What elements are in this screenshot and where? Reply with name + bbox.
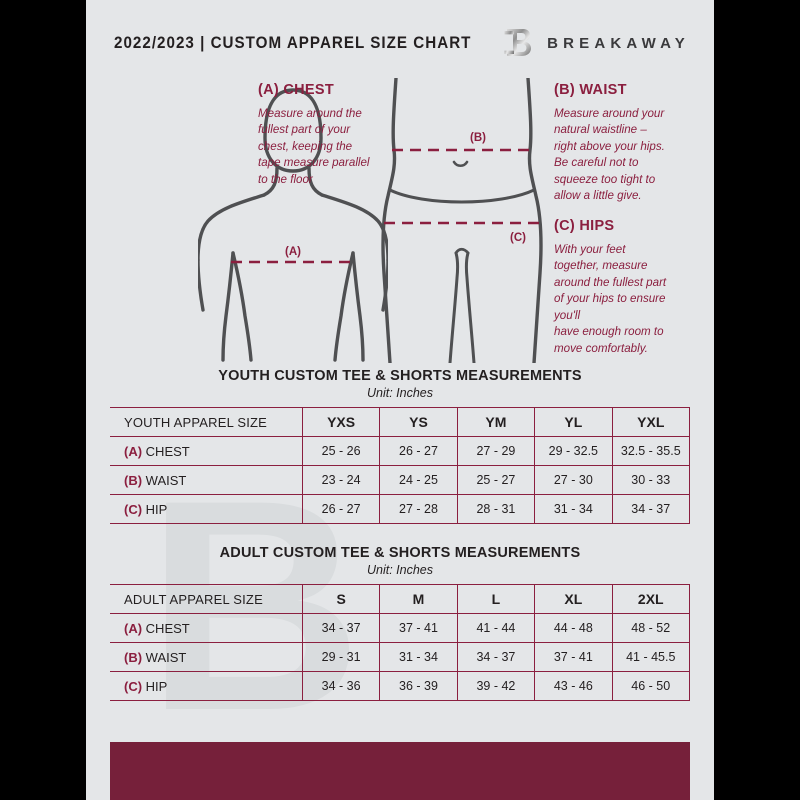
adult-row-name-0: CHEST <box>145 620 190 636</box>
adult-row-tag-2: (C) <box>124 678 143 694</box>
youth-apparel-size-header: YOUTH APPAREL SIZE <box>110 407 303 437</box>
note-waist-body: Measure around your natural waistline – … <box>554 107 665 203</box>
note-chest-body: Measure around the fullest part of your … <box>258 107 370 186</box>
note-chest-heading: (A) CHEST <box>258 82 334 98</box>
adult-size-table: ADULT APPAREL SIZE S M L XL 2XL (A) CHES… <box>110 584 691 701</box>
table-row: (B) WAIST 29 - 31 31 - 34 34 - 37 37 - 4… <box>110 642 691 672</box>
adult-row-tag-1: (B) <box>124 649 143 665</box>
youth-size-table: YOUTH APPAREL SIZE YXS YS YM YL YXL (A) … <box>110 407 691 524</box>
youth-cell-2-3: 31 - 34 <box>534 494 613 524</box>
youth-cell-0-4: 32.5 - 35.5 <box>611 436 691 466</box>
chest-marker-label: (A) <box>285 246 301 258</box>
adult-cell-0-3: 44 - 48 <box>534 613 613 643</box>
adult-cell-1-4: 41 - 45.5 <box>611 642 691 672</box>
breakaway-b-logo-icon <box>504 29 532 56</box>
adult-row-name-1: WAIST <box>145 649 187 665</box>
youth-cell-2-1: 27 - 28 <box>379 494 458 524</box>
footer-bar <box>110 742 690 800</box>
hips-marker-label: (C) <box>510 232 526 244</box>
adult-row-name-2: HIP <box>145 678 168 694</box>
adult-size-col-0: S <box>301 584 380 614</box>
table-row: (C) HIP 34 - 36 36 - 39 39 - 42 43 - 46 … <box>110 671 691 701</box>
upper-body-figure: (A) <box>198 88 388 362</box>
youth-size-section: YOUTH CUSTOM TEE & SHORTS MEASUREMENTS U… <box>110 368 691 524</box>
table-row: (C) HIP 26 - 27 27 - 28 28 - 31 31 - 34 … <box>110 494 691 524</box>
adult-row-label-1: (B) WAIST <box>110 642 303 672</box>
adult-cell-2-4: 46 - 50 <box>611 671 691 701</box>
adult-size-col-4: 2XL <box>611 584 691 614</box>
adult-size-col-3: XL <box>534 584 613 614</box>
adult-cell-0-4: 48 - 52 <box>611 613 691 643</box>
youth-cell-1-0: 23 - 24 <box>301 465 380 495</box>
youth-cell-0-1: 26 - 27 <box>379 436 458 466</box>
youth-row-label-2: (C) HIP <box>110 494 303 524</box>
note-chest: (A) CHEST Measure around the fullest par… <box>258 82 403 188</box>
brand-lockup: BREAKAWAY <box>503 26 690 60</box>
table-row: (A) CHEST 34 - 37 37 - 41 41 - 44 44 - 4… <box>110 613 691 643</box>
table-header-row: YOUTH APPAREL SIZE YXS YS YM YL YXL <box>110 407 691 437</box>
adult-cell-0-0: 34 - 37 <box>301 613 380 643</box>
note-hips: (C) HIPS With your feet together, measur… <box>554 218 699 357</box>
youth-size-col-2: YM <box>456 407 535 437</box>
adult-cell-1-0: 29 - 31 <box>301 642 380 672</box>
youth-row-label-1: (B) WAIST <box>110 465 303 495</box>
adult-cell-2-1: 36 - 39 <box>379 671 458 701</box>
table-row: (B) WAIST 23 - 24 24 - 25 25 - 27 27 - 3… <box>110 465 691 495</box>
youth-table-unit: Unit: Inches <box>366 386 433 400</box>
note-waist: (B) WAIST Measure around your natural wa… <box>554 82 694 205</box>
adult-row-label-0: (A) CHEST <box>110 613 303 643</box>
youth-row-tag-2: (C) <box>124 501 143 517</box>
adult-size-col-2: L <box>456 584 535 614</box>
youth-row-tag-0: (A) <box>124 443 143 459</box>
youth-size-col-0: YXS <box>301 407 380 437</box>
youth-table-title: YOUTH CUSTOM TEE & SHORTS MEASUREMENTS <box>218 368 582 384</box>
youth-cell-1-1: 24 - 25 <box>379 465 458 495</box>
adult-cell-1-1: 31 - 34 <box>379 642 458 672</box>
youth-row-name-1: WAIST <box>145 472 187 488</box>
youth-cell-2-2: 28 - 31 <box>456 494 535 524</box>
note-hips-body: With your feet together, measure around … <box>554 243 667 355</box>
youth-row-name-0: CHEST <box>145 443 190 459</box>
youth-size-col-3: YL <box>534 407 613 437</box>
lower-body-figure: (B) (C) <box>381 78 543 363</box>
adult-cell-0-1: 37 - 41 <box>379 613 458 643</box>
adult-cell-1-3: 37 - 41 <box>534 642 613 672</box>
adult-cell-2-0: 34 - 36 <box>301 671 380 701</box>
youth-cell-0-3: 29 - 32.5 <box>534 436 613 466</box>
youth-cell-0-2: 27 - 29 <box>456 436 535 466</box>
youth-size-col-4: YXL <box>611 407 691 437</box>
adult-row-label-2: (C) HIP <box>110 671 303 701</box>
page-title: 2022/2023 | CUSTOM APPAREL SIZE CHART <box>114 33 472 52</box>
youth-cell-2-4: 34 - 37 <box>611 494 691 524</box>
adult-cell-2-3: 43 - 46 <box>534 671 613 701</box>
adult-cell-1-2: 34 - 37 <box>456 642 535 672</box>
youth-cell-0-0: 25 - 26 <box>301 436 380 466</box>
youth-cell-1-2: 25 - 27 <box>456 465 535 495</box>
table-header-row: ADULT APPAREL SIZE S M L XL 2XL <box>110 584 691 614</box>
note-waist-heading: (B) WAIST <box>554 82 627 98</box>
youth-row-name-2: HIP <box>145 501 168 517</box>
adult-table-title: ADULT CUSTOM TEE & SHORTS MEASUREMENTS <box>219 545 581 561</box>
adult-size-col-1: M <box>379 584 458 614</box>
waist-marker-label: (B) <box>470 132 486 144</box>
table-row: (A) CHEST 25 - 26 26 - 27 27 - 29 29 - 3… <box>110 436 691 466</box>
youth-size-col-1: YS <box>379 407 458 437</box>
note-hips-heading: (C) HIPS <box>554 218 615 234</box>
size-chart-page: B 2022/2023 | CUSTOM APPAREL SIZE CHART <box>86 0 714 800</box>
page-header: 2022/2023 | CUSTOM APPAREL SIZE CHART <box>86 24 714 62</box>
youth-row-label-0: (A) CHEST <box>110 436 303 466</box>
youth-cell-2-0: 26 - 27 <box>301 494 380 524</box>
adult-row-tag-0: (A) <box>124 620 143 636</box>
adult-size-section: ADULT CUSTOM TEE & SHORTS MEASUREMENTS U… <box>110 545 691 701</box>
adult-cell-2-2: 39 - 42 <box>456 671 535 701</box>
youth-cell-1-4: 30 - 33 <box>611 465 691 495</box>
adult-table-unit: Unit: Inches <box>366 563 433 577</box>
adult-cell-0-2: 41 - 44 <box>456 613 535 643</box>
brand-name: BREAKAWAY <box>547 34 690 52</box>
adult-apparel-size-header: ADULT APPAREL SIZE <box>110 584 303 614</box>
youth-row-tag-1: (B) <box>124 472 143 488</box>
youth-cell-1-3: 27 - 30 <box>534 465 613 495</box>
